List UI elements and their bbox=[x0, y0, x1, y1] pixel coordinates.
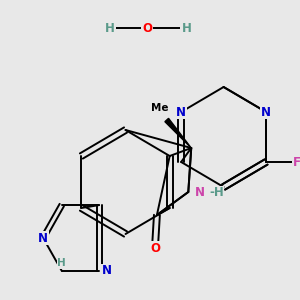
Text: N: N bbox=[38, 232, 48, 244]
Text: H: H bbox=[182, 22, 191, 34]
Text: O: O bbox=[150, 242, 160, 254]
Text: H: H bbox=[57, 258, 66, 268]
Text: N: N bbox=[102, 264, 112, 278]
Text: -H: -H bbox=[209, 187, 224, 200]
Text: N: N bbox=[176, 106, 186, 118]
Text: Me: Me bbox=[151, 103, 169, 113]
Polygon shape bbox=[165, 118, 191, 148]
Text: N: N bbox=[261, 106, 271, 118]
Text: O: O bbox=[142, 22, 152, 34]
Text: F: F bbox=[292, 155, 300, 169]
Text: H: H bbox=[105, 22, 115, 34]
Text: N: N bbox=[195, 185, 205, 199]
